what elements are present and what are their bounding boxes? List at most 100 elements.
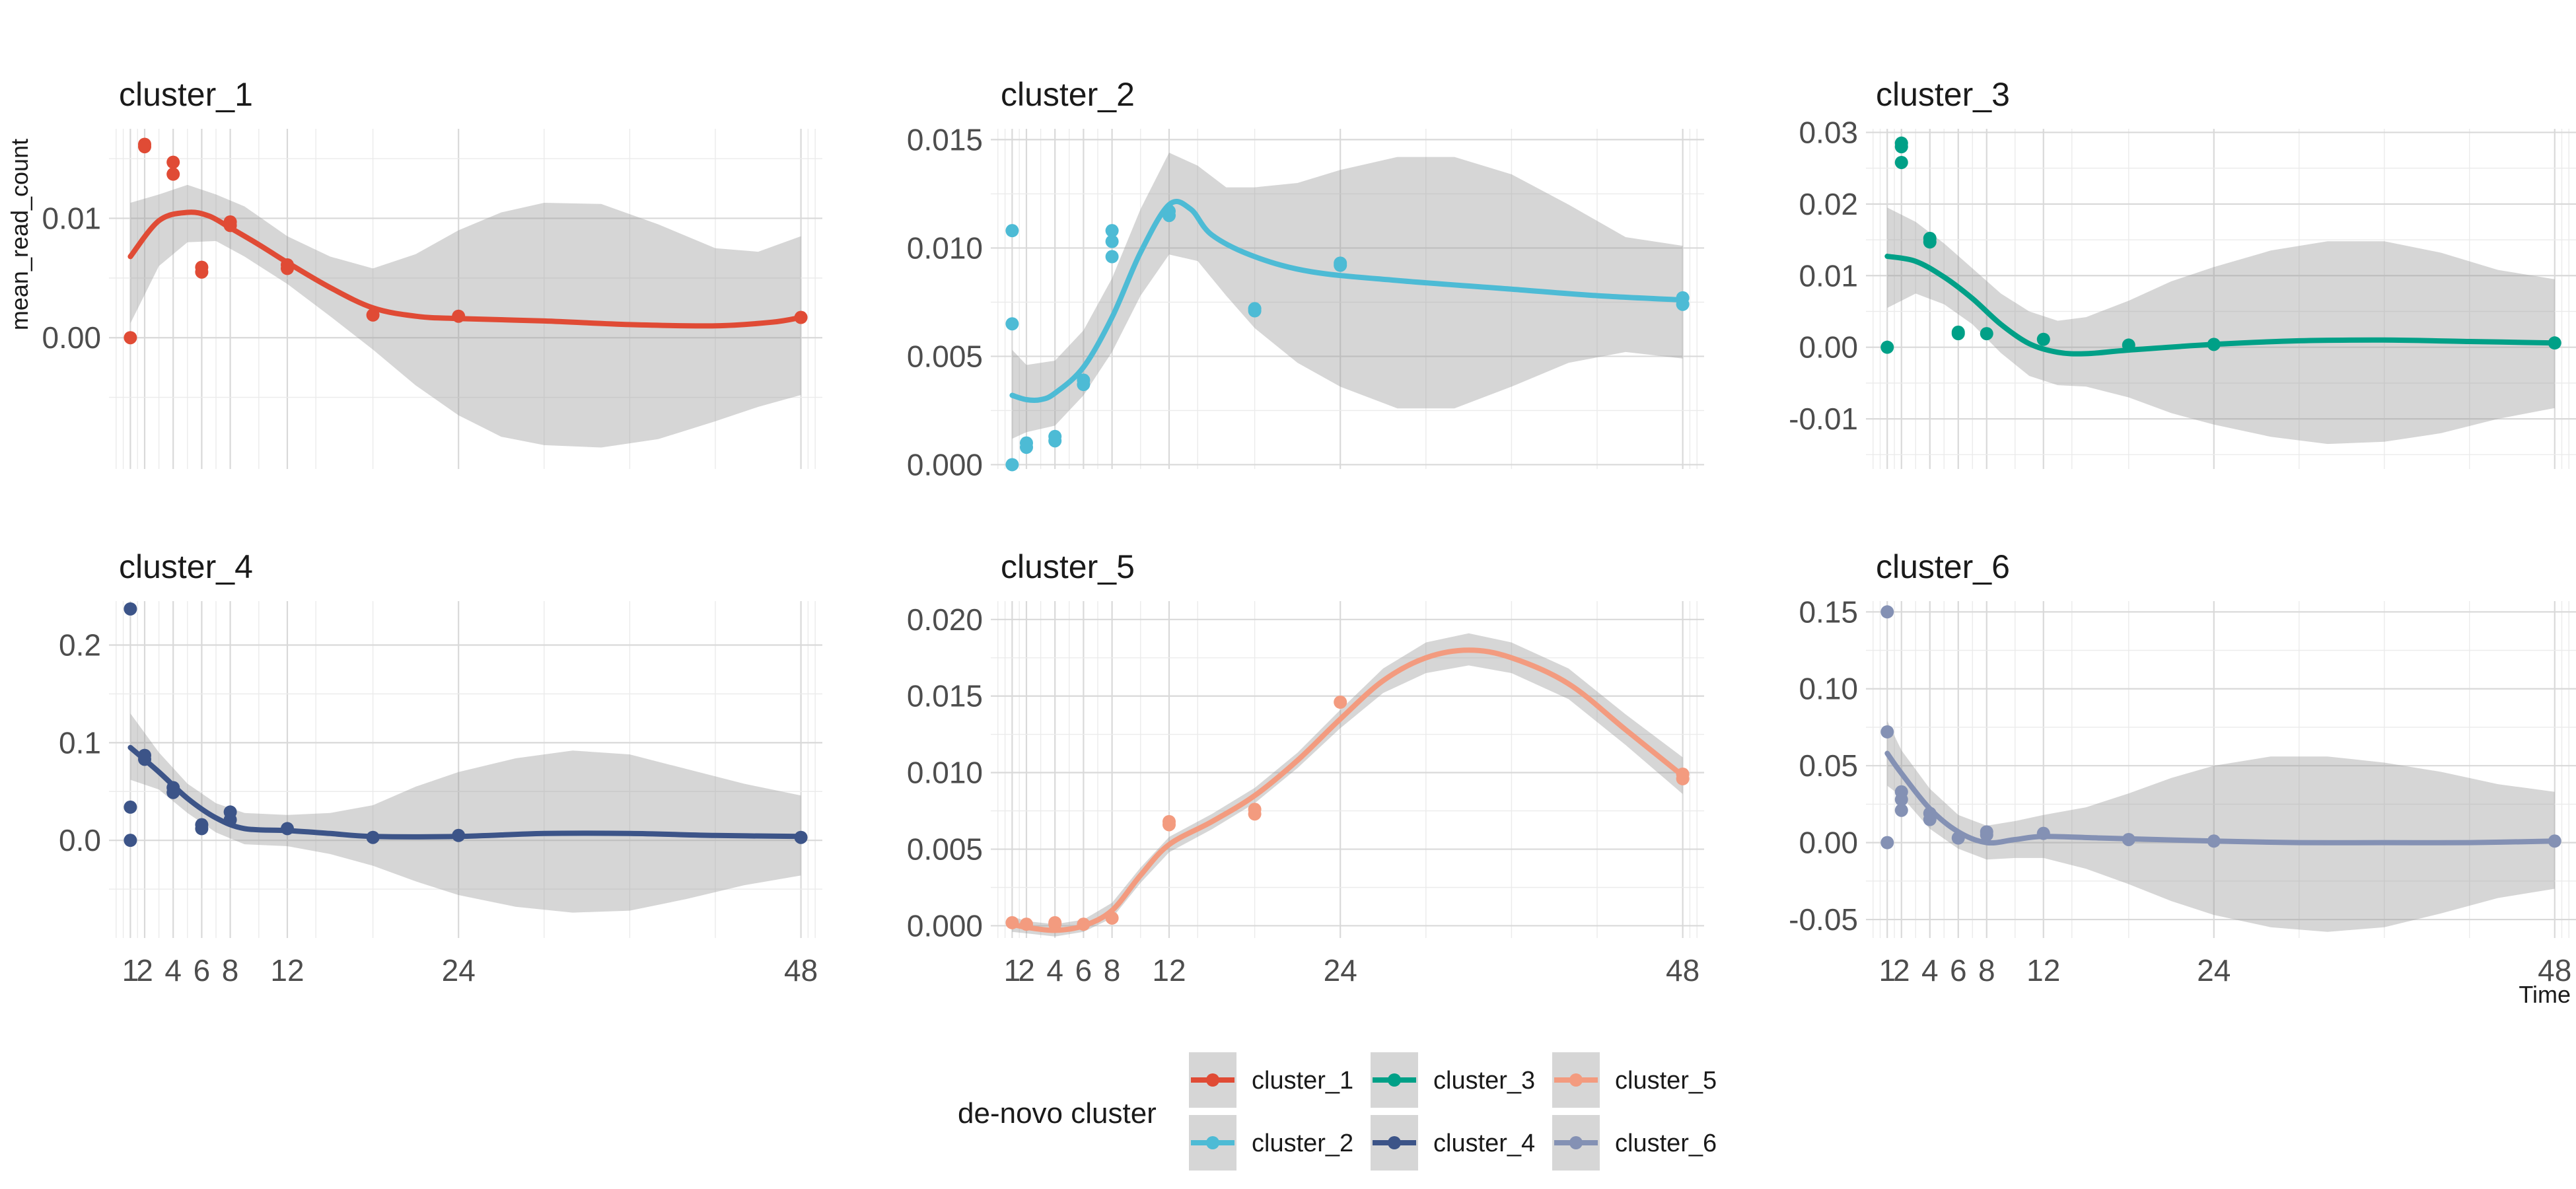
y-tick-label: 0.005 bbox=[907, 832, 983, 867]
x-tick-label: 6 bbox=[1075, 953, 1092, 988]
data-point-cluster_2 bbox=[1048, 434, 1062, 448]
y-tick-label: 0.010 bbox=[907, 756, 983, 790]
data-point-cluster_3 bbox=[1894, 155, 1908, 169]
x-tick-label: 48 bbox=[784, 953, 818, 988]
data-point-cluster_5 bbox=[1163, 818, 1176, 832]
data-point-cluster_6 bbox=[1880, 836, 1894, 849]
x-axis-title: Time bbox=[2519, 981, 2571, 1008]
panel-cluster_4: cluster_40.00.10.212 4 6 8 12 24 48 bbox=[59, 548, 822, 988]
y-tick-label: 0.05 bbox=[1799, 748, 1858, 783]
x-tick-label: 6 bbox=[1950, 953, 1967, 988]
data-point-cluster_2 bbox=[1077, 378, 1091, 392]
data-point-cluster_2 bbox=[1248, 304, 1262, 318]
data-point-cluster_4 bbox=[124, 800, 137, 814]
legend-key-cluster_4: cluster_4 bbox=[1371, 1115, 1535, 1171]
x-tick-label: 4 bbox=[164, 953, 182, 988]
y-tick-label: 0.02 bbox=[1799, 187, 1858, 221]
y-tick-label: -0.05 bbox=[1789, 902, 1858, 937]
legend-key-cluster_3: cluster_3 bbox=[1371, 1052, 1535, 1108]
y-tick-label: 0.0 bbox=[59, 823, 101, 857]
confidence-band-cluster_4 bbox=[130, 713, 801, 913]
x-tick-label: 2 bbox=[1018, 953, 1035, 988]
y-tick-label: 0.00 bbox=[1799, 330, 1858, 365]
legend-swatch-point bbox=[1206, 1136, 1219, 1149]
data-point-cluster_3 bbox=[1951, 327, 1965, 341]
fit-line-cluster_3 bbox=[1884, 254, 2558, 357]
facet-title-cluster_2: cluster_2 bbox=[1001, 76, 1135, 113]
panel-cluster_2: cluster_2 0.000 0.005 0.010 0.015 bbox=[907, 76, 1704, 482]
data-point-cluster_2 bbox=[1005, 458, 1019, 472]
x-tick-label: 8 bbox=[222, 953, 239, 988]
data-point-cluster_4 bbox=[124, 834, 137, 847]
data-point-cluster_3 bbox=[1894, 140, 1908, 154]
data-point-cluster_4 bbox=[195, 822, 209, 836]
x-tick-label: 12 bbox=[2026, 953, 2060, 988]
facet-title-cluster_1: cluster_1 bbox=[119, 76, 253, 113]
y-tick-label: 0.015 bbox=[907, 122, 983, 157]
facet-panels: cluster_10.000.01cluster_20.0000.0050.01… bbox=[42, 76, 2576, 988]
data-point-cluster_1 bbox=[195, 265, 209, 279]
legend: de-novo cluster cluster_1cluster_2cluste… bbox=[958, 1052, 1717, 1171]
y-tick-label: 0.01 bbox=[1799, 258, 1858, 293]
y-tick-label: 0.000 bbox=[907, 908, 983, 943]
data-point-cluster_3 bbox=[2036, 332, 2050, 346]
legend-keys: cluster_1 cluster_2 cluster_3 cluster_4 clus… bbox=[1189, 1052, 1717, 1171]
gridlines bbox=[991, 129, 1704, 469]
x-tick-label: 24 bbox=[2197, 953, 2231, 988]
legend-title: de-novo cluster bbox=[958, 1097, 1157, 1130]
fit-line-cluster_2 bbox=[1009, 199, 1686, 404]
y-tick-label: 0.15 bbox=[1799, 594, 1858, 629]
y-tick-label: 0.2 bbox=[59, 628, 101, 663]
legend-key-cluster_1: cluster_1 bbox=[1189, 1052, 1353, 1108]
x-tick-label: 8 bbox=[1104, 953, 1121, 988]
fit-line-cluster_6 bbox=[1884, 750, 2558, 846]
fit-line-cluster_1 bbox=[127, 209, 804, 329]
x-tick-label: 48 bbox=[1666, 953, 1699, 988]
legend-swatch-point bbox=[1388, 1136, 1401, 1149]
y-tick-label: 0.00 bbox=[42, 320, 101, 355]
x-tick-label: 2 bbox=[136, 953, 153, 988]
data-point-cluster_1 bbox=[124, 331, 137, 345]
y-tick-label: 0.10 bbox=[1799, 672, 1858, 706]
y-tick-label: 0.005 bbox=[907, 339, 983, 373]
facet-title-cluster_3: cluster_3 bbox=[1876, 76, 2010, 113]
data-point-cluster_2 bbox=[1005, 224, 1019, 238]
data-point-cluster_2 bbox=[1105, 224, 1119, 238]
x-tick-label: 1 bbox=[1878, 953, 1896, 988]
data-point-cluster_3 bbox=[1980, 327, 1993, 341]
y-tick-label: 0.1 bbox=[59, 725, 101, 760]
legend-label: cluster_5 bbox=[1615, 1067, 1717, 1095]
y-axis-title: mean_read_count bbox=[6, 139, 33, 330]
data-point-cluster_2 bbox=[1105, 234, 1119, 248]
x-tick-label: 1 bbox=[1004, 953, 1021, 988]
x-tick-label: 48 bbox=[2538, 953, 2571, 988]
legend-label: cluster_6 bbox=[1615, 1130, 1717, 1157]
data-point-cluster_5 bbox=[1334, 696, 1347, 709]
legend-key-cluster_6: cluster_6 bbox=[1552, 1115, 1717, 1171]
fit-line-cluster_5 bbox=[1009, 647, 1686, 933]
facet-title-cluster_5: cluster_5 bbox=[1001, 548, 1135, 585]
data-point-cluster_2 bbox=[1005, 317, 1019, 331]
legend-swatch-point bbox=[1569, 1073, 1583, 1087]
legend-label: cluster_3 bbox=[1433, 1067, 1535, 1095]
x-tick-label: 1 bbox=[122, 953, 139, 988]
x-tick-label: 4 bbox=[1046, 953, 1063, 988]
gridlines bbox=[1866, 601, 2576, 938]
data-point-cluster_6 bbox=[1880, 605, 1894, 619]
x-tick-label: 24 bbox=[1324, 953, 1357, 988]
data-point-cluster_2 bbox=[1020, 441, 1033, 454]
facet-title-cluster_4: cluster_4 bbox=[119, 548, 253, 585]
data-point-cluster_6 bbox=[1894, 803, 1908, 817]
y-tick-label: 0.01 bbox=[42, 201, 101, 236]
legend-label: cluster_1 bbox=[1252, 1067, 1353, 1095]
data-point-cluster_2 bbox=[1105, 250, 1119, 264]
legend-swatch-point bbox=[1569, 1136, 1583, 1149]
data-point-cluster_1 bbox=[366, 308, 380, 322]
y-tick-label: 0.010 bbox=[907, 231, 983, 265]
x-tick-label: 24 bbox=[442, 953, 476, 988]
legend-swatch-point bbox=[1206, 1073, 1219, 1087]
data-point-cluster_6 bbox=[1894, 793, 1908, 807]
legend-swatch-point bbox=[1388, 1073, 1401, 1087]
panel-cluster_1: cluster_1 0.00 0.01 bbox=[42, 76, 822, 469]
